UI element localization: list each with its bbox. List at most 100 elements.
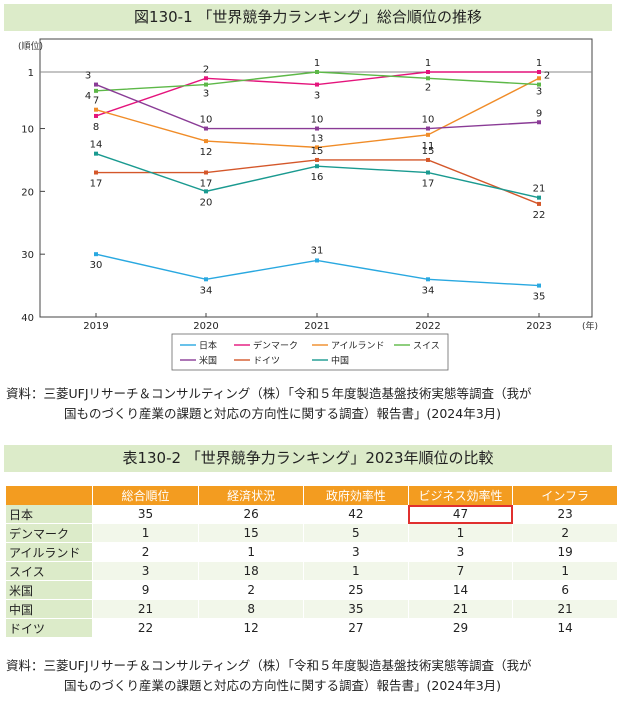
x-tick-label: 2023 bbox=[526, 321, 551, 332]
table-cell: 1 bbox=[408, 523, 514, 543]
table-cell: 1 bbox=[92, 523, 200, 543]
table-cell: 25 bbox=[303, 580, 409, 600]
data-label: 15 bbox=[311, 146, 324, 157]
data-point bbox=[204, 126, 208, 131]
x-tick-label: 2020 bbox=[193, 321, 218, 332]
data-point bbox=[426, 76, 430, 81]
data-label: 34 bbox=[422, 285, 435, 296]
data-label: 8 bbox=[93, 122, 99, 133]
table-cell: 2 bbox=[198, 580, 305, 600]
figure-title: 図130-1 「世界競争力ランキング」総合順位の推移 bbox=[4, 4, 612, 31]
table-cell: 18 bbox=[198, 561, 305, 581]
column-header: 経済状況 bbox=[198, 486, 305, 505]
data-label: 10 bbox=[200, 115, 213, 126]
table-cell: 8 bbox=[198, 599, 305, 619]
data-label: 9 bbox=[536, 108, 542, 119]
data-point bbox=[315, 164, 319, 169]
data-label: 3 bbox=[85, 71, 91, 82]
table-row: アイルランド 2 1 3 3 19 bbox=[6, 542, 618, 562]
data-point bbox=[94, 88, 98, 93]
data-label: 10 bbox=[422, 115, 435, 126]
data-point bbox=[315, 258, 319, 263]
column-header: 総合順位 bbox=[92, 486, 200, 505]
data-label: 15 bbox=[422, 146, 435, 157]
table-cell: 1 bbox=[198, 542, 305, 562]
legend-label: 日本 bbox=[199, 340, 217, 352]
data-point bbox=[204, 170, 208, 175]
data-label: 2 bbox=[544, 70, 550, 81]
data-point bbox=[315, 82, 319, 87]
data-point bbox=[315, 70, 319, 74]
legend-label: アイルランド bbox=[331, 341, 385, 352]
data-point bbox=[315, 145, 319, 150]
table-cell: 47 bbox=[408, 505, 514, 524]
figure-source: 資料：三菱UFJリサーチ＆コンサルティング（株）「令和５年度製造基盤技術実態等調… bbox=[6, 384, 612, 424]
table-cell: 19 bbox=[512, 542, 618, 562]
table-cell: 29 bbox=[408, 618, 514, 638]
row-country: アイルランド bbox=[6, 542, 93, 562]
table-source-line2: 国ものづくり産業の課題と対応の方向性に関する調査）報告書」(2024年3月) bbox=[64, 678, 502, 693]
row-country: デンマーク bbox=[6, 523, 93, 543]
y-tick-label: 40 bbox=[21, 313, 34, 324]
table-header-row: 総合順位 経済状況 政府効率性 ビジネス効率性 インフラ bbox=[6, 486, 618, 505]
data-point bbox=[204, 139, 208, 144]
table-cell: 3 bbox=[303, 542, 409, 562]
data-label: 20 bbox=[200, 197, 213, 208]
data-point bbox=[204, 189, 208, 194]
table-title: 表130-2 「世界競争力ランキング」2023年順位の比較 bbox=[4, 445, 612, 472]
data-label: 31 bbox=[311, 245, 324, 256]
data-point bbox=[537, 283, 541, 288]
y-axis-label: (順位) bbox=[18, 40, 43, 52]
data-point bbox=[204, 82, 208, 87]
data-point bbox=[426, 277, 430, 282]
data-point bbox=[315, 157, 319, 162]
table-cell: 1 bbox=[512, 561, 618, 581]
table-source-line1: 資料：三菱UFJリサーチ＆コンサルティング（株）「令和５年度製造基盤技術実態等調… bbox=[6, 658, 532, 673]
legend-label: 米国 bbox=[199, 355, 217, 367]
data-label: 17 bbox=[90, 179, 103, 190]
table-cell: 35 bbox=[92, 505, 200, 524]
table-cell: 26 bbox=[198, 505, 305, 524]
data-label: 2 bbox=[203, 64, 209, 75]
table-cell: 15 bbox=[198, 523, 305, 543]
table-row: 米国 9 2 25 14 6 bbox=[6, 580, 618, 600]
data-point bbox=[537, 76, 541, 81]
data-point bbox=[426, 126, 430, 131]
legend-label: 中国 bbox=[331, 355, 349, 367]
x-tick-label: 2022 bbox=[415, 321, 440, 332]
column-header bbox=[6, 486, 93, 505]
legend bbox=[171, 333, 449, 371]
table-cell: 12 bbox=[198, 618, 305, 638]
data-label: 7 bbox=[93, 96, 99, 107]
y-tick-label: 1 bbox=[28, 68, 34, 79]
table-cell: 14 bbox=[408, 580, 514, 600]
legend-label: ドイツ bbox=[253, 357, 280, 367]
data-point bbox=[94, 170, 98, 175]
data-point bbox=[537, 82, 541, 87]
table-cell: 6 bbox=[512, 580, 618, 600]
data-label: 3 bbox=[203, 89, 209, 100]
table-source: 資料：三菱UFJリサーチ＆コンサルティング（株）「令和５年度製造基盤技術実態等調… bbox=[6, 656, 612, 696]
data-label: 22 bbox=[533, 210, 546, 221]
data-point bbox=[94, 107, 98, 112]
data-label: 10 bbox=[311, 115, 324, 126]
data-point bbox=[204, 277, 208, 282]
table-cell: 42 bbox=[303, 505, 409, 524]
data-label: 35 bbox=[533, 292, 546, 303]
column-header: インフラ bbox=[512, 486, 618, 505]
row-country: スイス bbox=[6, 561, 93, 581]
table-row: デンマーク 1 15 5 1 2 bbox=[6, 523, 618, 543]
data-point bbox=[537, 70, 541, 74]
data-label: 12 bbox=[200, 147, 213, 158]
data-point bbox=[315, 126, 319, 131]
data-point bbox=[94, 113, 98, 118]
x-axis-label: (年) bbox=[582, 320, 598, 332]
table-cell: 21 bbox=[408, 599, 514, 619]
data-label: 21 bbox=[533, 184, 546, 195]
figure-source-line2: 国ものづくり産業の課題と対応の方向性に関する調査）報告書」(2024年3月) bbox=[64, 406, 502, 421]
data-point bbox=[94, 252, 98, 257]
data-point bbox=[426, 157, 430, 162]
data-label: 3 bbox=[536, 87, 542, 98]
data-point bbox=[426, 170, 430, 175]
data-label: 3 bbox=[314, 91, 320, 102]
